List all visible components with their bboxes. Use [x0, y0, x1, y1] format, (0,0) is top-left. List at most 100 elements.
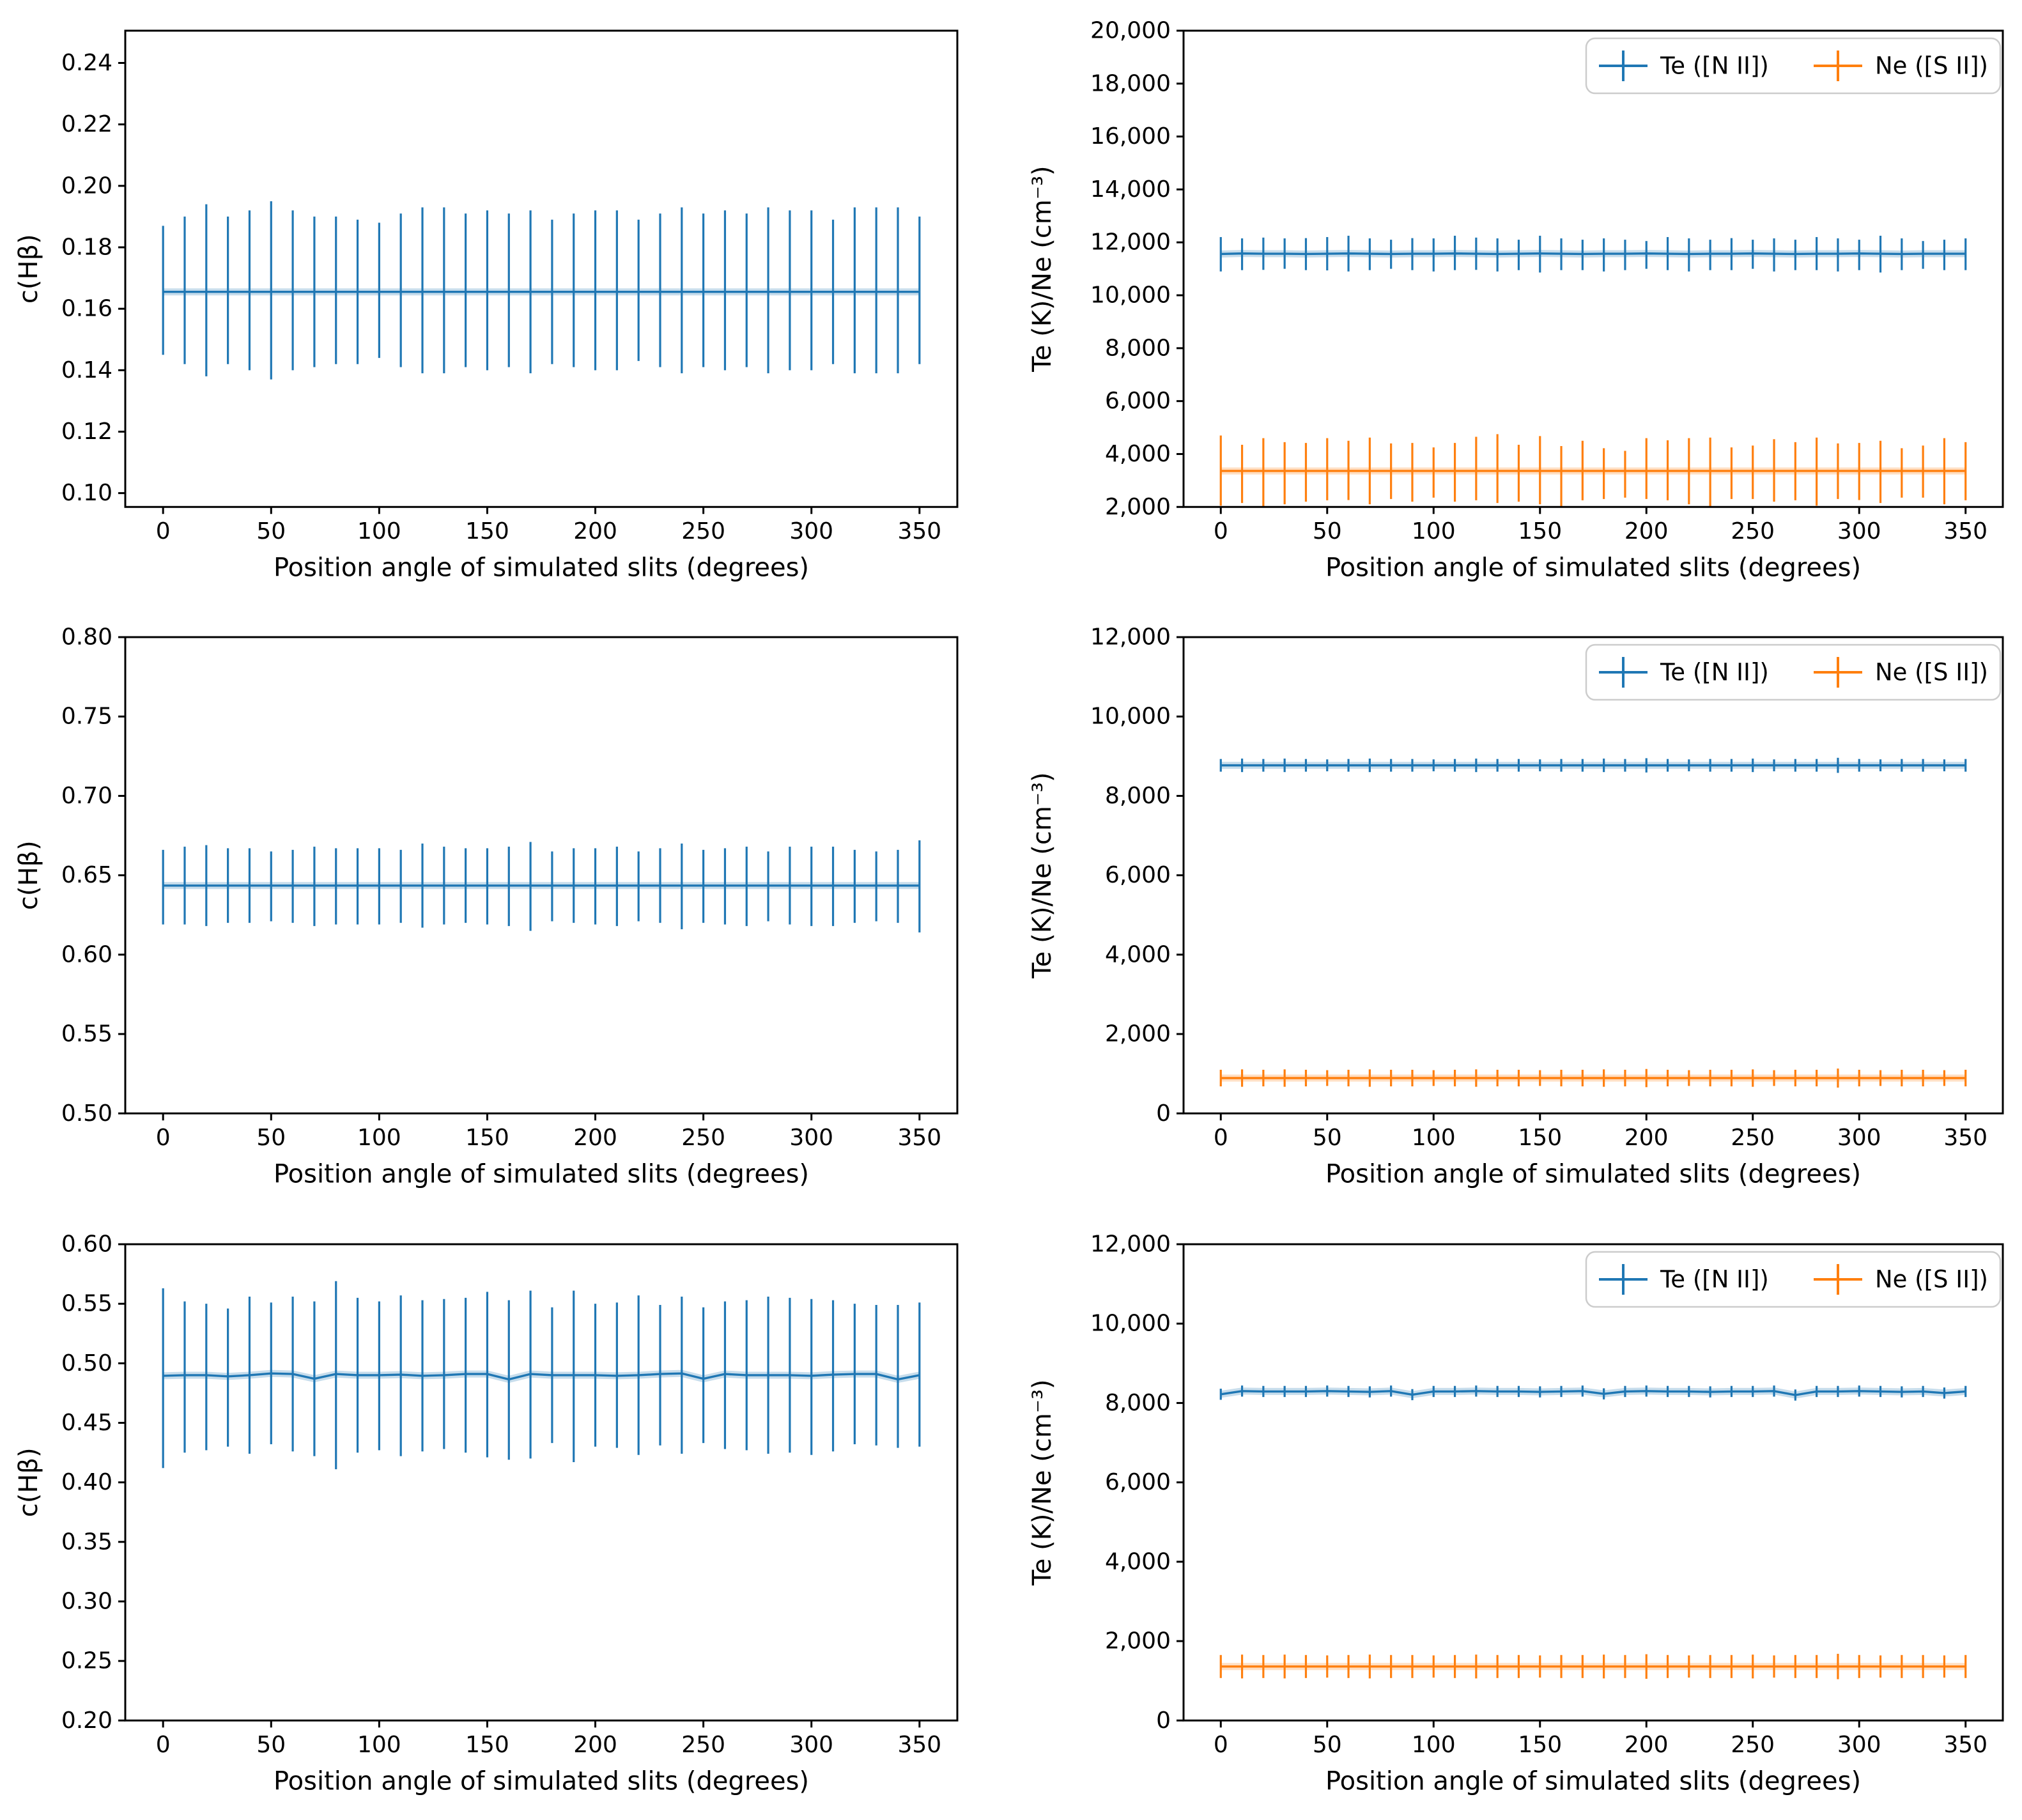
y-tick-label: 14,000 [1090, 176, 1171, 203]
x-tick-label: 100 [1412, 518, 1456, 544]
legend-box [1585, 37, 2002, 95]
chart-bottom-right-te-ne: 0 50 100 150 200 250 300 350 0 2,000 4,000 6,000 8,0… [1011, 1213, 2022, 1820]
y-tick-label: 10,000 [1090, 1310, 1171, 1336]
x-tick-label: 150 [465, 518, 509, 544]
y-tick-label: 16,000 [1090, 123, 1171, 150]
series-Te ([N II]) [1219, 1385, 1967, 1401]
y-tick-label: 8,000 [1105, 1390, 1171, 1416]
axis-ticks [1177, 1243, 1967, 1727]
axes-spines [124, 29, 959, 508]
legend: Te ([N II]) Ne ([S II]) [1585, 1251, 2002, 1307]
x-tick-label: 250 [681, 1732, 725, 1758]
x-axis-label: Position angle of simulated slits (degre… [274, 1766, 809, 1796]
x-tick-label: 300 [1837, 518, 1881, 544]
legend-label: Te ([N II]) [1660, 1265, 1769, 1293]
y-tick-label: 0.55 [61, 1290, 112, 1316]
x-tick-label: 50 [1313, 1125, 1342, 1151]
y-tick-label: 0.75 [61, 704, 112, 730]
y-tick-label: 0.50 [61, 1350, 112, 1376]
y-tick-label: 0.18 [61, 234, 112, 260]
x-tick-label: 200 [1625, 518, 1669, 544]
x-tick-label: 100 [1412, 1732, 1456, 1758]
y-tick-label: 0.16 [61, 296, 112, 322]
y-tick-label: 2,000 [1105, 1021, 1171, 1047]
subplot-bottom-right: 0 50 100 150 200 250 300 350 0 2,000 4,000 6,000 8,0… [1011, 1213, 2022, 1820]
tick-labels: 0 50 100 150 200 250 300 350 0 2,000 4,000 6,000 8,0… [1090, 624, 1987, 1151]
x-tick-label: 150 [465, 1732, 509, 1758]
x-tick-label: 150 [1518, 1732, 1562, 1758]
legend-label: Te ([N II]) [1660, 52, 1769, 80]
axis-ticks [1177, 636, 1967, 1121]
y-tick-label: 0.30 [61, 1588, 112, 1614]
y-tick-label: 0.10 [61, 480, 112, 506]
series-line [1221, 1389, 1966, 1396]
axes-spines [1182, 29, 2004, 508]
x-tick-label: 250 [1731, 518, 1775, 544]
x-axis-label: Position angle of simulated slits (degre… [1325, 1766, 1861, 1796]
axis-ticks [118, 636, 921, 1121]
legend: Te ([N II]) Ne ([S II]) [1585, 644, 2002, 701]
y-tick-label: 8,000 [1105, 783, 1171, 809]
y-tick-label: 12,000 [1090, 624, 1171, 651]
x-tick-label: 350 [1943, 1732, 1987, 1758]
plot-background [1011, 606, 2022, 1214]
y-tick-label: 0.22 [61, 111, 112, 137]
plot-background [0, 1213, 1011, 1820]
series-line [163, 1372, 920, 1380]
x-tick-label: 0 [156, 1732, 171, 1758]
x-tick-label: 250 [1731, 1732, 1775, 1758]
y-tick-label: 18,000 [1090, 70, 1171, 96]
y-tick-label: 0.20 [61, 173, 112, 199]
x-tick-label: 0 [1214, 518, 1228, 544]
x-tick-label: 50 [256, 1732, 286, 1758]
x-tick-label: 350 [1943, 1125, 1987, 1151]
x-tick-label: 300 [789, 1125, 833, 1151]
axis-ticks [118, 1243, 921, 1727]
y-tick-label: 0.40 [61, 1469, 112, 1495]
x-tick-label: 0 [1214, 1125, 1228, 1151]
x-tick-label: 0 [156, 518, 171, 544]
x-tick-label: 100 [357, 1125, 401, 1151]
x-tick-label: 0 [156, 1125, 171, 1151]
y-tick-label: 0.35 [61, 1529, 112, 1555]
series-c(Hβ) [162, 840, 921, 933]
axes-spines [1182, 1243, 2004, 1722]
x-tick-label: 150 [1518, 518, 1562, 544]
y-tick-label: 0.14 [61, 357, 112, 383]
y-axis-label: Te (K)/Ne (cm⁻³) [1028, 166, 1057, 373]
x-tick-label: 200 [573, 1125, 617, 1151]
tick-labels: 0 50 100 150 200 250 300 350 0.20 0.25 0.30 0.35 0.4… [61, 1231, 941, 1757]
x-tick-label: 50 [1313, 1732, 1342, 1758]
subplot-top-left: 0 50 100 150 200 250 300 350 0.10 0.12 0.14 0.16 0.1… [0, 0, 1011, 607]
y-tick-label: 0.45 [61, 1410, 112, 1436]
legend-box [1585, 1251, 2002, 1307]
y-tick-label: 0.70 [61, 783, 112, 809]
x-tick-label: 0 [1214, 1732, 1228, 1758]
y-axis-label: Te (K)/Ne (cm⁻³) [1028, 1379, 1057, 1586]
tick-labels: 0 50 100 150 200 250 300 350 2,000 4,000 6,000 8,00… [1090, 18, 1987, 544]
series-c(Hβ) [162, 201, 921, 380]
chart-top-left-chb: 0 50 100 150 200 250 300 350 0.10 0.12 0.14 0.16 0.1… [0, 0, 1011, 607]
axes-spines [1182, 636, 2004, 1115]
y-tick-label: 8,000 [1105, 335, 1171, 361]
x-tick-label: 250 [681, 518, 725, 544]
plot-background [0, 0, 1011, 607]
series-Ne ([S II]) [1219, 434, 1967, 507]
y-tick-label: 0 [1156, 1100, 1171, 1127]
x-tick-label: 50 [1313, 518, 1342, 544]
legend-errorbar-marker-icon [1814, 50, 1862, 82]
plot-background [0, 606, 1011, 1214]
legend-errorbar-marker-icon [1814, 657, 1862, 688]
chart-middle-left-chb: 0 50 100 150 200 250 300 350 0.50 0.55 0.60 0.65 0.7… [0, 606, 1011, 1214]
legend: Te ([N II]) Ne ([S II]) [1585, 37, 2002, 95]
y-tick-label: 0.60 [61, 942, 112, 968]
y-tick-label: 6,000 [1105, 862, 1171, 888]
plot-background [1011, 1213, 2022, 1820]
x-tick-label: 150 [465, 1125, 509, 1151]
y-tick-label: 2,000 [1105, 494, 1171, 520]
y-tick-label: 0.80 [61, 624, 112, 651]
x-tick-label: 50 [256, 518, 286, 544]
y-tick-label: 6,000 [1105, 1469, 1171, 1495]
x-tick-label: 300 [1837, 1125, 1881, 1151]
